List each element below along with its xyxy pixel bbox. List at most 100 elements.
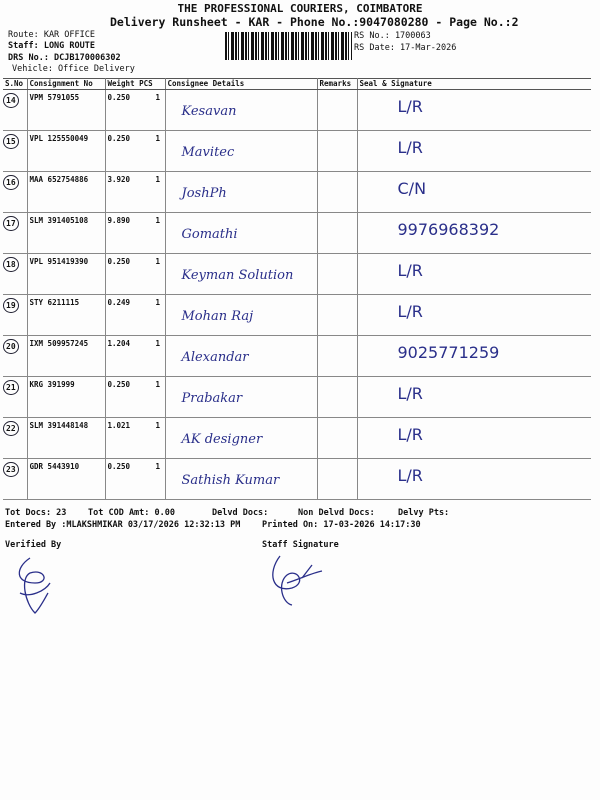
col-remarks: Remarks [317,78,358,90]
remarks [317,417,358,459]
weight-pcs: 9.890 1 [105,212,166,254]
tot-cod: Tot COD Amt: 0.00 [88,508,175,518]
pcs: 1 [155,462,161,471]
col-sno: S.No [3,78,28,90]
weight: 0.249 [107,298,131,307]
serial-number: 17 [3,216,19,231]
weight: 0.250 [107,93,131,102]
seal-signature: L/R [397,466,423,485]
staff-signature-label: Staff Signature [262,540,339,550]
weight: 9.890 [107,216,131,225]
consignment-no: GDR 5443910 [27,458,106,500]
serial-number: 23 [3,462,19,477]
pcs: 1 [155,257,161,266]
table-row: 16 MAA 652754886 3.920 1 JoshPh C/N [3,171,591,213]
company-name: THE PROFESSIONAL COURIERS, COIMBATORE [177,2,423,15]
consignee-handwritten: Mavitec [181,145,235,160]
consignment-no: SLM 391405108 [27,212,106,254]
col-consignee: Consignee Details [165,78,318,90]
seal-signature: L/R [397,302,423,321]
weight-pcs: 0.250 1 [105,376,166,418]
consignment-no: KRG 391999 [27,376,106,418]
consignment-no: VPL 951419390 [27,253,106,295]
consignment-table: S.No Consignment No Weight PCS Consignee… [3,78,591,500]
pcs: 1 [155,216,161,225]
non-delvd-docs: Non Delvd Docs: [298,508,375,518]
tot-docs: Tot Docs: 23 [5,508,67,518]
consignee-handwritten: Sathish Kumar [181,473,280,488]
consignee-handwritten: Keyman Solution [181,268,294,283]
weight: 1.204 [107,339,131,348]
runsheet-title: Delivery Runsheet - KAR - Phone No.:9047… [110,15,519,29]
serial-number: 20 [3,339,19,354]
delvy-pts: Delvy Pts: [398,508,450,518]
consignee-handwritten: Gomathi [181,227,238,242]
consignment-no: VPL 125550049 [27,130,106,172]
verified-by-label: Verified By [5,540,62,550]
table-row: 17 SLM 391405108 9.890 1 Gomathi 99769683… [3,212,591,254]
serial-number: 16 [3,175,19,190]
consignment-no: VPM 5791055 [27,89,106,131]
table-row: 20 IXM 509957245 1.204 1 Alexandar 902577… [3,335,591,377]
col-consignment: Consignment No [27,78,106,90]
remarks [317,376,358,418]
seal-signature: L/R [397,138,423,157]
remarks [317,253,358,295]
weight-pcs: 3.920 1 [105,171,166,213]
consignee-handwritten: Prabakar [181,391,243,406]
weight-pcs: 1.021 1 [105,417,166,459]
remarks [317,89,358,131]
pcs: 1 [155,421,161,430]
weight-pcs: 0.250 1 [105,89,166,131]
serial-number: 15 [3,134,19,149]
consignment-no: STY 6211115 [27,294,106,336]
col-seal: Seal & Signature [357,78,591,90]
remarks [317,458,358,500]
table-row: 21 KRG 391999 0.250 1 Prabakar L/R [3,376,591,418]
weight-pcs: 0.250 1 [105,253,166,295]
consignment-no: IXM 509957245 [27,335,106,377]
weight: 1.021 [107,421,131,430]
consignee-handwritten: JoshPh [181,186,227,201]
table-row: 18 VPL 951419390 0.250 1 Keyman Solution … [3,253,591,295]
staff: Staff: LONG ROUTE [8,41,95,51]
pcs: 1 [155,175,161,184]
consignee-handwritten: Mohan Raj [181,309,254,324]
pcs: 1 [155,380,161,389]
rs-date: RS Date: 17-Mar-2026 [354,43,457,53]
weight-pcs: 0.249 1 [105,294,166,336]
serial-number: 14 [3,93,19,108]
seal-signature: L/R [397,425,423,444]
seal-signature: 9976968392 [397,220,500,239]
seal-signature: L/R [397,261,423,280]
serial-number: 18 [3,257,19,272]
route: Route: KAR OFFICE [8,30,95,40]
weight-pcs: 0.250 1 [105,458,166,500]
seal-signature: 9025771259 [397,343,500,362]
consignee-handwritten: AK designer [181,432,263,447]
entered-by: Entered By :MLAKSHMIKAR 03/17/2026 12:32… [5,520,241,530]
consignment-no: SLM 391448148 [27,417,106,459]
printed-on: Printed On: 17-03-2026 14:17:30 [262,520,421,530]
pcs: 1 [155,298,161,307]
seal-signature: L/R [397,97,423,116]
pcs: 1 [155,339,161,348]
seal-signature: L/R [397,384,423,403]
vehicle: Vehicle: Office Delivery [12,64,135,74]
consignee-handwritten: Alexandar [181,350,249,365]
staff-signature [272,555,323,606]
weight: 0.250 [107,134,131,143]
table-row: 19 STY 6211115 0.249 1 Mohan Raj L/R [3,294,591,336]
remarks [317,130,358,172]
table-row: 23 GDR 5443910 0.250 1 Sathish Kumar L/R [3,458,591,500]
weight: 3.920 [107,175,131,184]
weight: 0.250 [107,462,131,471]
rs-no: RS No.: 1700063 [354,31,431,41]
weight: 0.250 [107,257,131,266]
weight: 0.250 [107,380,131,389]
consignment-no: MAA 652754886 [27,171,106,213]
drs-no: DRS No.: DCJB170006302 [8,53,121,63]
delvd-docs: Delvd Docs: [212,508,269,518]
weight-pcs: 0.250 1 [105,130,166,172]
